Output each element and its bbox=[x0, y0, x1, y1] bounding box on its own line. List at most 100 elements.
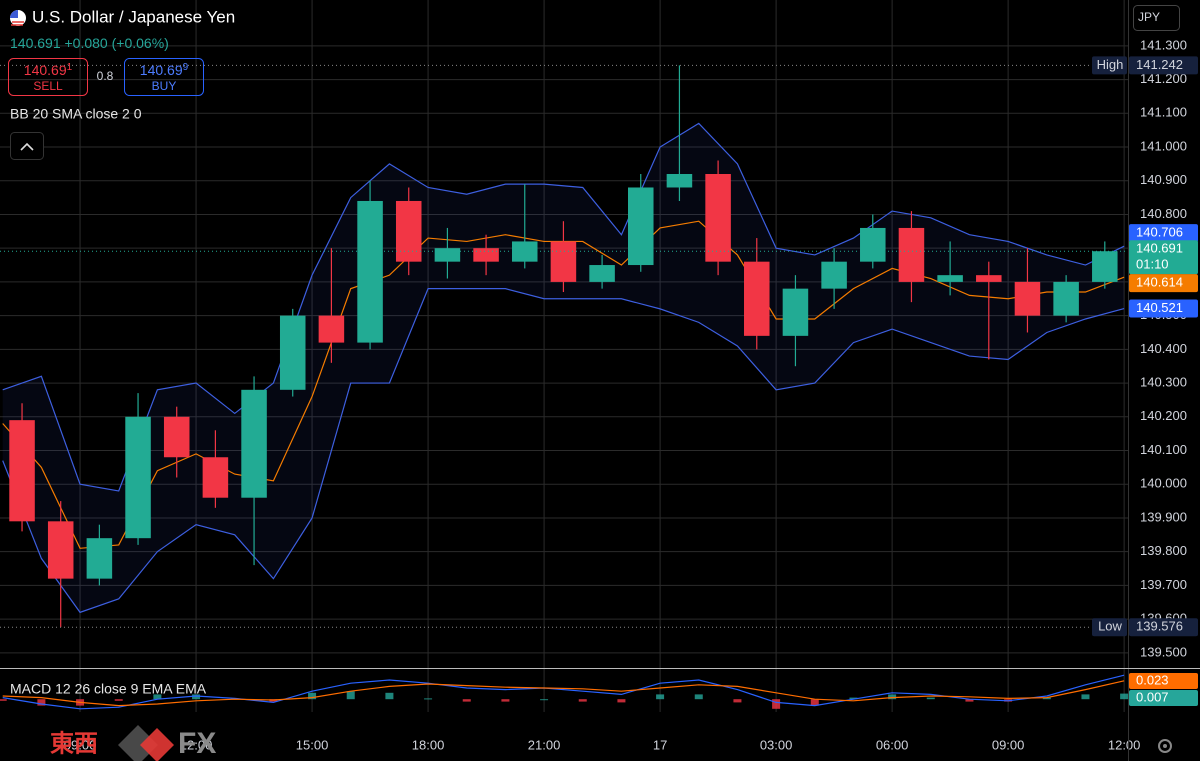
flag-icon bbox=[11, 21, 24, 26]
settings-icon[interactable] bbox=[1158, 739, 1172, 753]
buy-button[interactable] bbox=[124, 58, 204, 96]
extreme-tag-text: Low bbox=[1098, 619, 1122, 634]
macd-histogram-bar bbox=[772, 699, 781, 709]
band-fill bbox=[2, 123, 1125, 613]
buy-pip[interactable]: 9 bbox=[183, 62, 189, 73]
y-tick-label: 139.800 bbox=[1140, 543, 1187, 558]
macd-histogram-bar bbox=[1042, 697, 1051, 700]
macd-badge-text: 0.007 bbox=[1136, 689, 1169, 704]
macd-histogram-bar bbox=[385, 692, 394, 700]
watermark: 東西 FX bbox=[50, 725, 216, 761]
band-badge bbox=[1129, 274, 1198, 293]
chevron-icon[interactable] bbox=[20, 142, 34, 151]
band-badge bbox=[1129, 224, 1198, 243]
candle-body bbox=[782, 288, 809, 336]
macd-histogram-bar bbox=[192, 694, 201, 700]
candle-body bbox=[318, 315, 345, 343]
macd-line bbox=[2, 674, 1125, 710]
candle-body bbox=[279, 315, 306, 390]
candle-body bbox=[821, 261, 847, 289]
y-tick-label: 141.100 bbox=[1140, 105, 1187, 120]
macd-histogram-bar bbox=[888, 694, 897, 700]
macd-histogram-bar bbox=[1081, 694, 1090, 700]
extreme-tag bbox=[1092, 56, 1127, 75]
x-tick-label: 21:00 bbox=[528, 737, 561, 752]
extreme-badge bbox=[1129, 56, 1198, 75]
sell-pip[interactable]: 1 bbox=[67, 62, 73, 73]
macd-histogram-bar bbox=[849, 697, 858, 700]
band-badge-text: 140.521 bbox=[1136, 300, 1183, 315]
x-tick-label: 18:00 bbox=[412, 737, 445, 752]
x-tick-label: 09:00 bbox=[64, 737, 97, 752]
sell-label[interactable]: SELL bbox=[33, 79, 63, 93]
candle-body bbox=[860, 227, 886, 262]
band-line bbox=[2, 288, 1125, 614]
y-tick-label: 140.100 bbox=[1140, 442, 1187, 457]
candle-body bbox=[357, 200, 383, 343]
buy-label[interactable]: BUY bbox=[152, 79, 177, 93]
candle-body bbox=[550, 241, 577, 282]
buy-price[interactable]: 140.69 bbox=[140, 62, 183, 78]
sell-price[interactable]: 140.69 bbox=[24, 62, 67, 78]
last-badge-text: 140.691 bbox=[1136, 241, 1183, 256]
candle-body bbox=[1014, 281, 1041, 316]
macd-histogram-bar bbox=[694, 694, 703, 700]
candle-body bbox=[898, 227, 925, 282]
last-badge bbox=[1129, 240, 1198, 275]
macd-histogram-bar bbox=[37, 699, 46, 706]
watermark-right: FX bbox=[178, 727, 216, 760]
quote: 140.691 +0.080 (+0.06%) bbox=[10, 35, 169, 51]
macd-histogram-bar bbox=[114, 699, 123, 701]
settings-icon[interactable] bbox=[1163, 744, 1167, 748]
y-tick-label: 140.300 bbox=[1140, 375, 1187, 390]
currency[interactable]: JPY bbox=[1138, 10, 1160, 24]
macd-label: MACD 12 26 close 9 EMA EMA bbox=[10, 681, 207, 697]
y-tick-label: 139.500 bbox=[1140, 644, 1187, 659]
buy-price[interactable]: 140.699 bbox=[140, 62, 189, 78]
candle-body bbox=[86, 538, 113, 579]
macd-histogram-bar bbox=[462, 699, 471, 702]
candle-body bbox=[976, 275, 1002, 282]
currency-button[interactable] bbox=[1133, 5, 1180, 31]
change: +0.080 bbox=[65, 35, 108, 51]
sell-price[interactable]: 140.691 bbox=[24, 62, 73, 78]
x-tick-label: 17 bbox=[653, 737, 667, 752]
macd-histogram-bar bbox=[926, 697, 935, 700]
spread: 0.8 bbox=[97, 69, 114, 83]
extreme-badge-text: 141.242 bbox=[1136, 57, 1183, 72]
band-line bbox=[2, 122, 1125, 492]
macd-histogram-bar bbox=[733, 699, 742, 703]
candle-body bbox=[589, 265, 615, 282]
y-tick-label: 141.300 bbox=[1140, 37, 1187, 52]
collapse-button[interactable] bbox=[10, 132, 44, 160]
sell-button[interactable] bbox=[8, 58, 88, 96]
candle-body bbox=[434, 248, 461, 262]
candle-body bbox=[163, 416, 190, 458]
candle-body bbox=[1092, 251, 1118, 282]
macd-histogram-bar bbox=[656, 694, 665, 700]
change-pct: (+0.06%) bbox=[112, 35, 169, 51]
macd-histogram-bar bbox=[578, 699, 587, 702]
candle-body bbox=[627, 187, 654, 266]
macd-histogram-bar bbox=[346, 691, 355, 700]
x-tick-label: 09:00 bbox=[992, 737, 1025, 752]
watermark-left: 東西 bbox=[50, 730, 98, 757]
y-tick-label: 140.200 bbox=[1140, 408, 1187, 423]
last-price: 140.691 bbox=[10, 35, 61, 51]
candle-body bbox=[937, 275, 963, 282]
y-tick-label: 141.000 bbox=[1140, 138, 1187, 153]
y-tick-label: 139.700 bbox=[1140, 577, 1187, 592]
macd-histogram-bar bbox=[501, 699, 510, 702]
candle-body bbox=[395, 200, 422, 262]
x-tick-label: 15:00 bbox=[296, 737, 329, 752]
extreme-badge bbox=[1129, 618, 1198, 637]
macd-histogram-bar bbox=[153, 694, 162, 700]
x-tick-label: 06:00 bbox=[876, 737, 909, 752]
band-badge bbox=[1129, 299, 1198, 318]
macd-histogram-bar bbox=[308, 692, 317, 700]
x-tick-label: 12:00 bbox=[1108, 737, 1141, 752]
y-tick-label: 139.900 bbox=[1140, 509, 1187, 524]
candle-body bbox=[473, 248, 499, 262]
